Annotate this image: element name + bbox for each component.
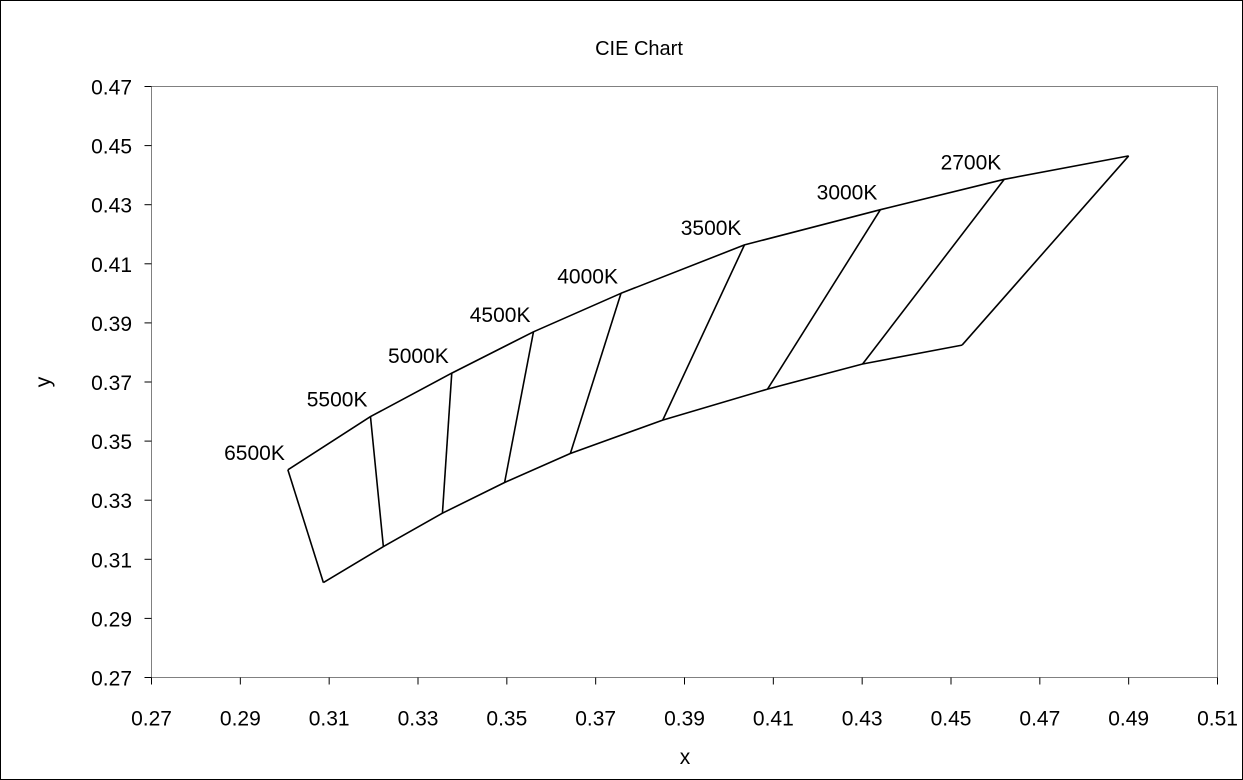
y-tick-label: 0.39 [91,313,132,336]
y-tick-label: 0.47 [91,77,132,100]
y-axis-ticks: 0.27 0.29 0.31 0.33 0.35 0.37 0.39 0.41 0.43 0.45… [91,77,152,691]
x-tick-label: 0.35 [486,708,527,731]
y-tick-label: 0.31 [91,549,132,572]
lower-boundary-line [322,344,963,584]
x-tick-label: 0.47 [1019,708,1060,731]
x-tick-label: 0.27 [131,708,172,731]
cct-boundary-line [569,293,622,454]
y-tick-label: 0.43 [91,195,132,218]
cct-label: 3500K [681,217,742,240]
y-tick-label: 0.29 [91,608,132,631]
x-tick-label: 0.31 [309,708,350,731]
x-tick-label: 0.41 [753,708,794,731]
cct-label: 4000K [557,265,618,288]
cct-boundary-line [861,178,1005,365]
x-tick-label: 0.49 [1108,708,1149,731]
cct-label: 4500K [470,304,531,327]
y-tick-label: 0.37 [91,372,132,395]
x-axis-label: x [680,746,691,769]
cct-boundary-line [961,155,1130,346]
x-tick-label: 0.39 [664,708,705,731]
cct-boundary-line [503,331,535,483]
y-tick-label: 0.27 [91,668,132,691]
cct-boundary-line [441,373,453,514]
series-lines [287,155,1130,584]
cct-label: 2700K [941,151,1002,174]
x-tick-label: 0.51 [1197,708,1238,731]
cct-label: 3000K [817,182,878,205]
y-tick-label: 0.35 [91,431,132,454]
y-axis-label: y [32,376,55,387]
cct-label: 5500K [307,389,368,412]
upper-boundary-line [287,155,1129,471]
y-tick-label: 0.45 [91,136,132,159]
chart-title: CIE Chart [595,38,683,60]
cct-boundary-line [766,209,882,390]
y-tick-label: 0.33 [91,490,132,513]
x-tick-label: 0.37 [575,708,616,731]
x-tick-label: 0.29 [220,708,261,731]
cct-boundary-line [287,469,325,583]
cct-boundary-line [369,416,385,547]
band-labels: 6500K 5500K 5000K 4500K 4000K 3500K 3000K 2700K [224,151,1001,464]
x-tick-label: 0.45 [931,708,972,731]
plot-area [151,86,1218,678]
x-axis-ticks: 0.27 0.29 0.31 0.33 0.35 0.37 0.39 0.41 0.43 0.45… [131,677,1238,731]
x-tick-label: 0.33 [398,708,439,731]
cct-label: 5000K [388,345,449,368]
cct-label: 6500K [224,442,285,465]
y-tick-label: 0.41 [91,254,132,277]
x-tick-label: 0.43 [842,708,883,731]
cct-boundary-line [662,244,746,421]
